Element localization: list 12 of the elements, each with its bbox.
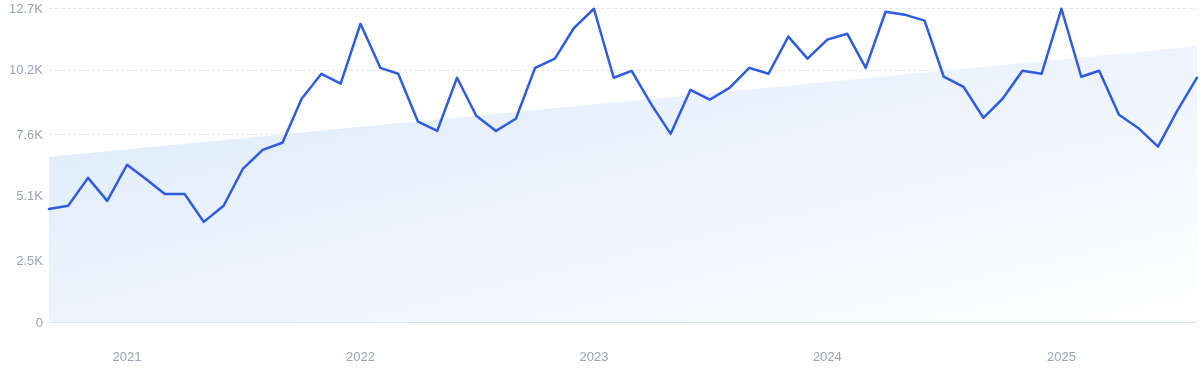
line-series bbox=[47, 7, 1199, 224]
y-tick-label: 2.5K bbox=[16, 252, 44, 268]
y-tick-label: 12.7K bbox=[9, 0, 44, 16]
x-tick-label: 2023 bbox=[579, 349, 609, 364]
x-tick-label: 2024 bbox=[812, 349, 842, 364]
x-tick-label: 2025 bbox=[1046, 349, 1076, 364]
y-tick-label: 7.6K bbox=[16, 126, 44, 142]
y-tick-label: 5.1K bbox=[16, 188, 44, 204]
x-tick-label: 2022 bbox=[346, 349, 375, 364]
x-tick-label: 2021 bbox=[112, 349, 142, 364]
y-tick-label: 10.2K bbox=[9, 62, 44, 78]
y-tick-label: 0 bbox=[35, 314, 43, 330]
